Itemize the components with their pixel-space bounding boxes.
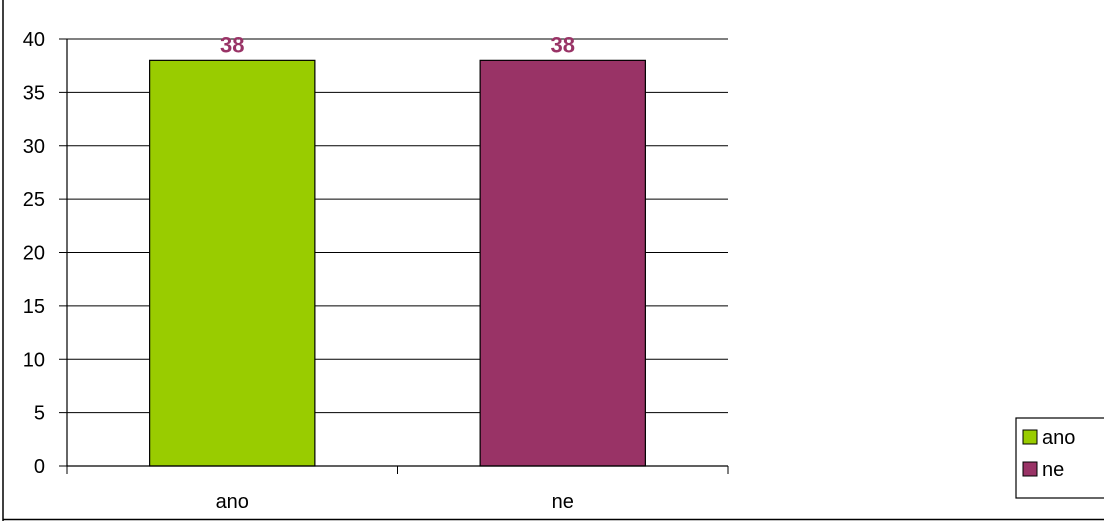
data-labels: 38 38: [220, 32, 575, 57]
x-tick-label: ne: [552, 491, 574, 513]
y-tick-label: 5: [34, 403, 45, 425]
legend-swatch-ano: [1022, 429, 1038, 445]
legend-swatch-ne: [1022, 461, 1038, 477]
y-tick-label: 40: [23, 29, 45, 51]
y-axis-ticks: 0 5 10 15 20 25 30 35 40: [23, 29, 67, 478]
x-axis-ticks: ano ne: [66, 466, 729, 513]
y-tick-label: 25: [23, 189, 45, 211]
bar-ano: [149, 59, 316, 467]
y-tick-label: 20: [23, 243, 45, 265]
legend-label-ano: ano: [1042, 427, 1075, 449]
y-tick-label: 30: [23, 136, 45, 158]
bar-ne: [479, 59, 646, 467]
data-label-ano: 38: [220, 32, 244, 57]
y-tick-label: 15: [23, 296, 45, 318]
bars: [149, 59, 646, 467]
legend: ano ne: [1015, 417, 1104, 499]
legend-label-ne: ne: [1042, 459, 1064, 481]
y-tick-label: 35: [23, 82, 45, 104]
x-tick-label: ano: [216, 491, 249, 513]
y-tick-label: 10: [23, 349, 45, 371]
y-tick-label: 0: [34, 456, 45, 478]
data-label-ne: 38: [551, 32, 575, 57]
